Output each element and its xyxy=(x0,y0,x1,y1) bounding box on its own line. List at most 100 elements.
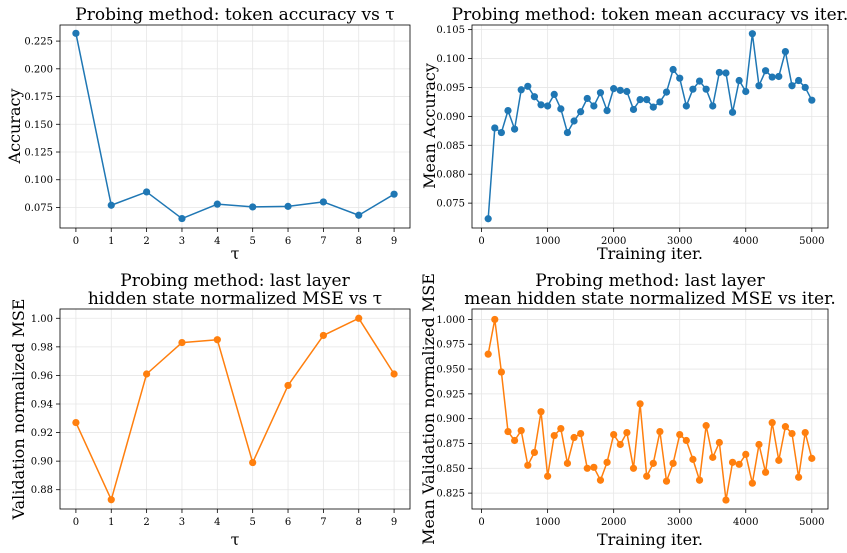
panel-token-accuracy-vs-tau: Probing method: token accuracy vs τ τ Ac… xyxy=(5,5,411,263)
x-tick-label: 8 xyxy=(356,517,362,528)
y-axis-label: Mean Accuracy xyxy=(420,63,439,189)
data-point xyxy=(143,188,151,196)
y-tick-label: 0.94 xyxy=(31,400,53,411)
data-point xyxy=(249,203,257,211)
x-tick-label: 9 xyxy=(391,517,397,528)
data-point xyxy=(715,68,723,77)
x-tick-label: 2000 xyxy=(601,517,626,528)
data-point xyxy=(742,87,750,96)
x-tick-label: 0 xyxy=(73,236,79,247)
data-point xyxy=(107,201,115,209)
data-point xyxy=(390,190,398,198)
panel-title-line-2: hidden state normalized MSE vs τ xyxy=(88,289,382,309)
data-point xyxy=(623,428,631,437)
y-tick-label: 0.900 xyxy=(436,414,465,425)
data-point xyxy=(284,381,292,390)
data-point xyxy=(636,96,644,104)
data-point xyxy=(808,454,816,462)
y-axis-label: Accuracy xyxy=(5,89,24,165)
x-tick-label: 2000 xyxy=(601,236,626,247)
data-point xyxy=(517,86,525,94)
y-tick-label: 0.92 xyxy=(31,428,53,439)
data-point xyxy=(530,93,539,101)
y-tick-label: 0.825 xyxy=(436,489,465,500)
panel-mean-hidden-state-mse-vs-iter: Probing method: last layer mean hidden s… xyxy=(419,271,836,549)
panel-title: Probing method: token mean accuracy vs i… xyxy=(452,5,847,25)
y-tick-label: 0.105 xyxy=(436,25,465,36)
data-point xyxy=(610,430,618,439)
y-tick-label: 0.925 xyxy=(436,389,465,400)
data-point xyxy=(107,496,115,504)
y-axis-label: Validation normalized MSE xyxy=(9,299,28,521)
series-line xyxy=(487,318,813,501)
x-tick-label: 5 xyxy=(249,517,255,528)
data-point xyxy=(497,128,505,137)
data-point xyxy=(530,448,539,457)
data-point xyxy=(755,82,763,90)
x-tick-label: 3000 xyxy=(667,517,692,528)
data-point xyxy=(570,433,578,442)
data-point xyxy=(689,455,697,463)
x-tick-label: 3 xyxy=(179,236,185,247)
data-point xyxy=(768,73,776,81)
y-tick-label: 0.100 xyxy=(436,54,465,65)
y-tick-label: 1.000 xyxy=(436,315,465,326)
data-point xyxy=(649,459,657,467)
data-point xyxy=(781,423,789,431)
y-tick-label: 0.90 xyxy=(31,457,53,468)
data-point xyxy=(577,429,585,438)
data-point xyxy=(557,105,565,113)
x-tick-label: 7 xyxy=(320,517,326,528)
y-tick-label: 0.095 xyxy=(436,83,465,94)
data-point xyxy=(795,473,803,481)
panel-title-line-1: Probing method: last layer xyxy=(535,271,765,291)
data-point xyxy=(319,331,327,340)
y-tick-label: 0.075 xyxy=(24,203,53,214)
data-point xyxy=(735,76,743,85)
x-tick-label: 3000 xyxy=(667,236,692,247)
y-tick-label: 0.975 xyxy=(436,340,465,351)
x-axis-label: τ xyxy=(231,530,240,549)
data-point xyxy=(590,102,598,110)
data-point xyxy=(563,459,572,467)
data-point xyxy=(709,102,717,110)
y-axis-label: Mean Validation normalized MSE xyxy=(419,273,438,545)
data-point xyxy=(603,458,611,466)
data-point xyxy=(616,86,624,94)
data-point xyxy=(695,77,704,85)
data-point xyxy=(497,368,505,376)
x-tick-label: 4000 xyxy=(733,517,758,528)
data-point xyxy=(662,477,671,485)
data-point xyxy=(537,408,545,416)
data-point xyxy=(590,463,598,471)
data-point xyxy=(761,67,770,75)
data-point xyxy=(557,425,565,433)
x-tick-label: 6 xyxy=(285,517,291,528)
panel-token-mean-accuracy-vs-iter: Probing method: token mean accuracy vs i… xyxy=(420,5,847,263)
data-point xyxy=(178,338,186,347)
x-tick-label: 7 xyxy=(320,236,326,247)
data-point xyxy=(178,214,186,223)
data-point xyxy=(72,418,80,427)
data-point xyxy=(583,94,591,103)
data-point xyxy=(722,496,730,504)
x-tick-label: 0 xyxy=(478,236,484,247)
data-point xyxy=(550,90,558,99)
x-axis-label: Training iter. xyxy=(597,530,703,549)
data-point xyxy=(788,429,796,438)
y-tick-label: 0.075 xyxy=(436,199,465,210)
x-tick-label: 0 xyxy=(73,517,79,528)
data-point xyxy=(669,459,677,467)
data-point xyxy=(544,472,552,480)
x-tick-label: 5 xyxy=(249,236,255,247)
x-tick-label: 9 xyxy=(391,236,397,247)
data-point xyxy=(596,89,605,97)
data-point xyxy=(656,427,664,436)
data-point xyxy=(504,427,512,436)
series-line xyxy=(75,33,395,220)
data-point xyxy=(570,117,578,125)
data-point xyxy=(702,85,710,93)
data-point xyxy=(517,426,525,435)
x-tick-label: 5000 xyxy=(799,517,824,528)
